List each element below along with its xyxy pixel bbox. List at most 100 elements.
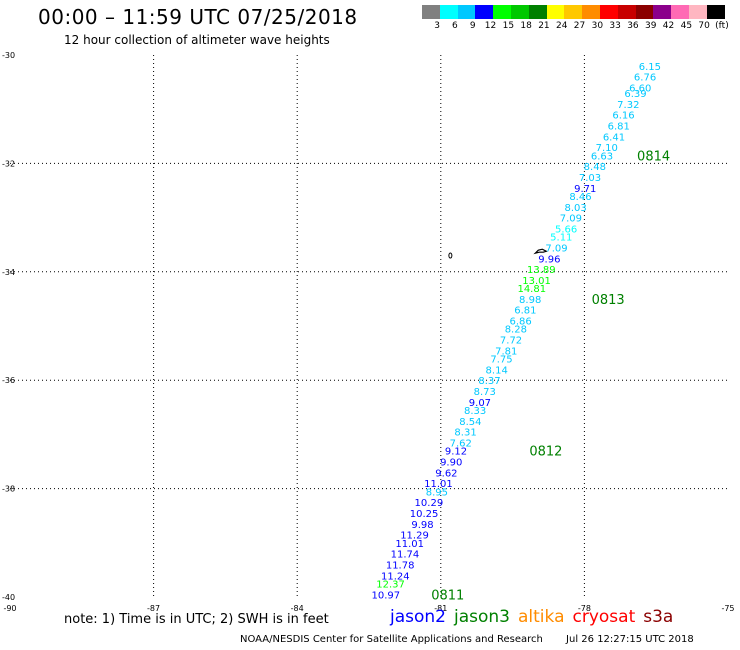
swh-value-label: 11.29: [400, 531, 429, 542]
colorbar-swatch: [528, 5, 547, 19]
swh-value-label: 9.71: [574, 184, 596, 195]
swh-value-label: 11.01: [424, 479, 453, 490]
colorbar-label: 12: [484, 21, 497, 31]
swh-value-label: 8.54: [459, 417, 481, 428]
lon-tick-label: -87: [147, 604, 160, 613]
swh-value-label: 8.31: [454, 428, 476, 439]
swh-value-label: 9.96: [538, 254, 560, 265]
lat-tick-label: -40: [2, 593, 15, 602]
legend-item-altika: altika: [518, 607, 565, 627]
swh-value-label: 9.90: [440, 458, 462, 469]
satellite-legend: jason2 jason3 altika cryosat s3a: [390, 607, 681, 627]
colorbar-label: 30: [591, 21, 604, 31]
colorbar: [422, 5, 725, 19]
lat-tick-label: -38: [2, 485, 15, 494]
colorbar-label: 36: [627, 21, 639, 31]
colorbar-labels: 3 6 9 12 15 18 21 24 27 30 33 36 39 42 45 70 (ft): [422, 21, 740, 33]
swh-value-label: 7.75: [490, 355, 512, 366]
swh-value-label: 10.97: [371, 590, 400, 601]
colorbar-swatch: [688, 5, 707, 19]
swh-value-label: 5.11: [550, 233, 572, 244]
colorbar-label: 45: [680, 21, 693, 31]
swh-value-label: 6.39: [624, 89, 646, 100]
swh-value-label: 6.60: [629, 84, 651, 95]
swh-value-label: 6.81: [608, 121, 630, 132]
colorbar-label: 27: [573, 21, 586, 31]
map-subtitle: 12 hour collection of altimeter wave hei…: [64, 33, 330, 47]
swh-value-label: 8.03: [565, 203, 587, 214]
swh-value-label: 6.86: [509, 317, 531, 328]
colorbar-swatch: [457, 5, 476, 19]
swh-value-label: 5.66: [555, 224, 577, 235]
swh-value-label: 8.37: [478, 376, 500, 387]
swh-value-label: 8.73: [474, 387, 496, 398]
footer-timestamp: Jul 26 12:27:15 UTC 2018: [566, 634, 694, 645]
swh-value-label: 9.98: [411, 520, 433, 531]
colorbar-label: 6: [452, 21, 458, 31]
lon-tick-label: -75: [721, 604, 734, 613]
swh-value-label: 10.25: [410, 509, 439, 520]
colorbar-swatch: [653, 5, 672, 19]
pass-time-label: 0814: [637, 149, 670, 164]
lon-tick-label: -78: [578, 604, 591, 613]
lat-tick-label: -34: [2, 268, 15, 277]
colorbar-swatch: [475, 5, 494, 19]
swh-value-label: 11.24: [381, 571, 410, 582]
colorbar-swatch: [564, 5, 583, 19]
swh-value-label: 10.29: [415, 498, 444, 509]
footer-credit: NOAA/NESDIS Center for Satellite Applica…: [240, 634, 543, 645]
swh-track: 6.156.766.606.397.326.166.816.417.106.63…: [371, 62, 661, 601]
swh-value-label: 7.09: [545, 243, 567, 254]
footer: NOAA/NESDIS Center for Satellite Applica…: [240, 634, 694, 645]
swh-value-label: 7.10: [596, 143, 618, 154]
colorbar-label: 15: [502, 21, 515, 31]
colorbar-swatch: [439, 5, 458, 19]
swh-value-label: 11.78: [386, 560, 415, 571]
time-labels: 0814 0813 0812 0811: [431, 149, 670, 603]
colorbar-swatch: [493, 5, 511, 19]
swh-value-label: 6.76: [634, 73, 656, 84]
swh-value-label: 14.81: [517, 284, 546, 295]
colorbar-swatch: [510, 5, 529, 19]
pass-time-label: 0811: [431, 588, 464, 603]
swh-value-label: 13.01: [522, 276, 551, 287]
swh-value-label: 9.07: [469, 398, 491, 409]
axis-tick-labels: -90 -87 -84 -81 -78 -75 -30 -32 -34 -36 -38 -40: [2, 51, 735, 613]
legend-item-jason2: jason2: [390, 607, 446, 627]
lat-tick-label: -30: [2, 51, 15, 60]
pass-time-label: 0812: [529, 445, 562, 460]
colorbar-swatch: [599, 5, 618, 19]
legend-item-jason3: jason3: [454, 607, 510, 627]
colorbar-label: 33: [609, 21, 621, 31]
legend-item-s3a: s3a: [643, 607, 674, 627]
swh-value-label: 6.16: [612, 111, 634, 122]
swh-value-label: 6.63: [591, 151, 613, 162]
swh-value-label: 6.15: [639, 62, 661, 73]
swh-value-label: 9.62: [435, 468, 457, 479]
swh-value-label: 7.09: [560, 214, 582, 225]
colorbar-swatch: [422, 5, 440, 19]
colorbar-label: 18: [520, 21, 532, 31]
swh-value-label: 6.81: [514, 306, 536, 317]
swh-value-label: 12.37: [376, 579, 405, 590]
swh-value-label: 7.72: [500, 336, 522, 347]
lat-tick-label: -32: [2, 159, 15, 168]
lon-tick-label: -84: [291, 604, 304, 613]
island-large: [533, 248, 548, 255]
legend-item-cryosat: cryosat: [572, 607, 636, 627]
pass-time-label: 0813: [592, 293, 625, 308]
colorbar-swatch: [706, 5, 725, 19]
swh-value-label: 8.33: [464, 406, 486, 417]
colorbar-swatch: [546, 5, 565, 19]
swh-value-label: 7.62: [450, 439, 472, 450]
swh-value-label: 9.12: [445, 447, 467, 458]
swh-value-label: 6.41: [603, 132, 625, 143]
lon-tick-label: -81: [434, 604, 447, 613]
colorbar-label: 42: [662, 21, 675, 31]
colorbar-label: 21: [538, 21, 550, 31]
swh-value-label: 8.98: [519, 295, 541, 306]
lon-tick-label: -90: [3, 604, 16, 613]
colorbar-label: 9: [469, 21, 476, 31]
swh-value-label: 7.03: [579, 173, 601, 184]
